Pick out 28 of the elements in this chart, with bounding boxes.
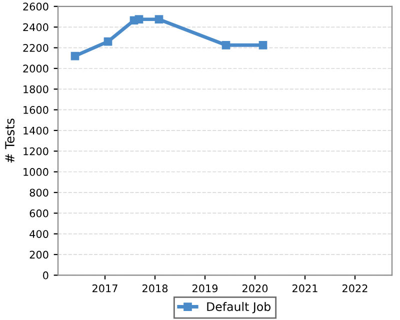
y-tick-label: 800 <box>30 188 48 197</box>
y-tick-label: 600 <box>30 209 48 218</box>
y-tick-label: 1600 <box>24 106 48 114</box>
point <box>222 41 230 50</box>
y-tick-label: 1000 <box>24 168 48 176</box>
y-tick-label: 1800 <box>24 85 48 94</box>
x-tick-label: 2020 <box>242 284 268 292</box>
y-axis-title: # Tests <box>5 118 14 163</box>
x-tick-label: 2019 <box>192 284 218 292</box>
point <box>134 15 144 24</box>
y-tick-label: 2400 <box>23 23 48 32</box>
legend-label: Default Job <box>207 302 270 314</box>
y-tick-label: 2200 <box>23 44 48 52</box>
point <box>70 52 80 60</box>
point <box>258 41 268 50</box>
y-tick-label: 0 <box>43 271 48 280</box>
y-tick-label: 400 <box>30 230 48 238</box>
y-tick-label: 200 <box>30 250 48 259</box>
x-tick-label: 2017 <box>92 284 118 292</box>
y-tick-label: 1200 <box>24 147 48 156</box>
y-tick-label: 2000 <box>23 64 48 73</box>
point <box>104 37 112 46</box>
x-tick-label: 2018 <box>142 284 168 292</box>
y-tick-label: 1400 <box>24 126 48 135</box>
point <box>154 15 164 24</box>
y-tick-label: 2600 <box>23 2 48 11</box>
x-tick-label: 2022 <box>342 284 368 292</box>
x-tick-label: 2021 <box>292 284 318 292</box>
